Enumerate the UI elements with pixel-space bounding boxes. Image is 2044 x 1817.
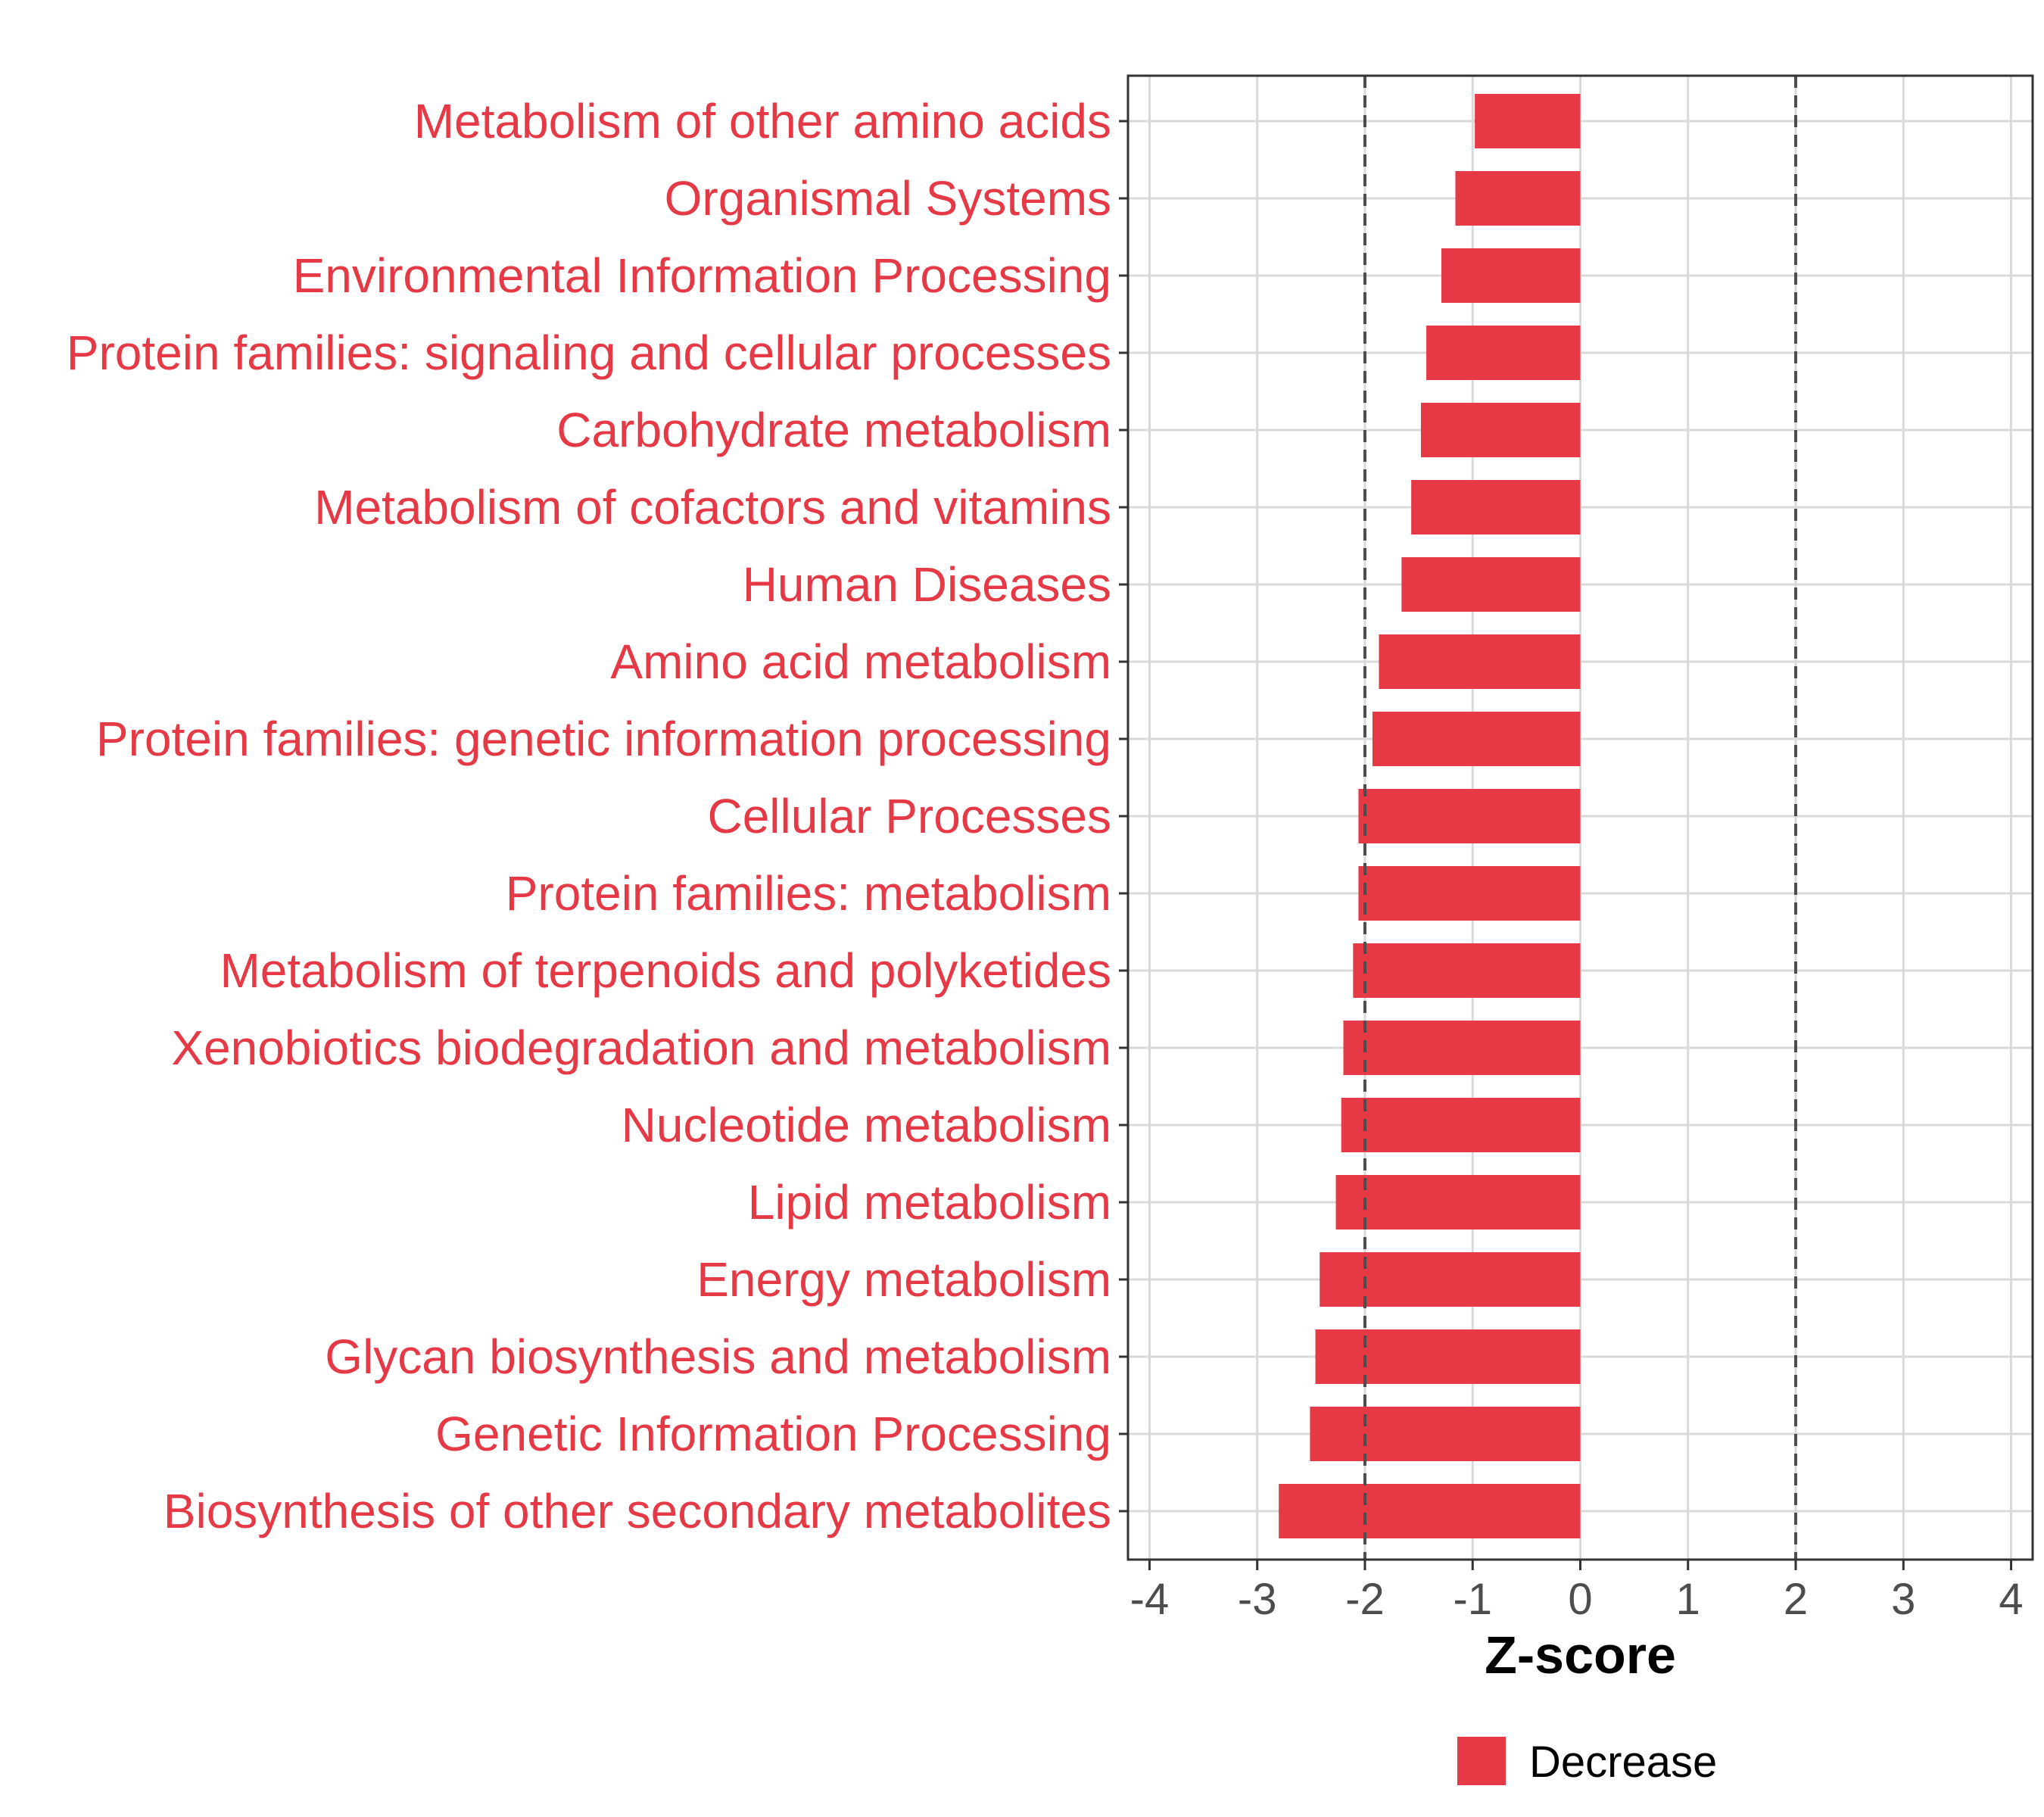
x-tick-label: 2 [1784, 1575, 1808, 1624]
bar [1426, 326, 1581, 380]
category-label: Energy metabolism [696, 1252, 1111, 1307]
bar [1401, 557, 1581, 612]
reference-lines [1363, 76, 1798, 1560]
bar [1358, 789, 1581, 843]
category-label: Glycan biosynthesis and metabolism [325, 1329, 1111, 1384]
legend-key-decrease [1457, 1737, 1506, 1785]
category-label: Metabolism of terpenoids and polyketides [220, 943, 1111, 998]
category-label: Environmental Information Processing [293, 248, 1111, 303]
x-tick-label: 1 [1676, 1575, 1700, 1624]
bars [1279, 94, 1581, 1538]
bar [1315, 1329, 1581, 1384]
x-axis: -4 -3 -2 -1 0 1 2 3 4 [1130, 1560, 2024, 1624]
bar [1411, 480, 1581, 535]
category-label: Nucleotide metabolism [622, 1098, 1111, 1152]
x-tick-label: -2 [1345, 1575, 1385, 1624]
x-tick-label: 0 [1568, 1575, 1592, 1624]
bar [1310, 1407, 1581, 1461]
category-label: Metabolism of cofactors and vitamins [314, 480, 1111, 535]
category-label: Genetic Information Processing [435, 1407, 1111, 1461]
bar [1335, 1175, 1581, 1230]
x-tick-label: -4 [1130, 1575, 1170, 1624]
bar [1358, 866, 1581, 921]
x-tick-label: 4 [1999, 1575, 2023, 1624]
bar [1353, 943, 1581, 998]
bar [1341, 1098, 1581, 1152]
bar [1343, 1021, 1581, 1075]
category-label: Protein families: genetic information pr… [96, 712, 1111, 766]
x-tick-label: -3 [1238, 1575, 1277, 1624]
category-label: Cellular Processes [707, 789, 1111, 843]
category-label: Human Diseases [743, 557, 1111, 612]
category-label: Metabolism of other amino acids [414, 94, 1111, 148]
bar [1475, 94, 1581, 148]
category-label: Carbohydrate metabolism [556, 403, 1111, 457]
bar [1441, 248, 1581, 303]
legend: Decrease [1457, 1737, 1717, 1787]
bar [1455, 171, 1581, 226]
category-label: Amino acid metabolism [610, 634, 1111, 689]
bar [1379, 634, 1581, 689]
bar [1372, 712, 1581, 766]
bar [1279, 1484, 1581, 1538]
category-label: Protein families: metabolism [506, 866, 1111, 921]
legend-label-decrease: Decrease [1529, 1738, 1717, 1787]
category-label: Organismal Systems [665, 171, 1111, 226]
category-label: Xenobiotics biodegradation and metabolis… [171, 1021, 1111, 1075]
x-tick-label: -1 [1453, 1575, 1492, 1624]
bar [1420, 403, 1581, 457]
x-tick-label: 3 [1891, 1575, 1915, 1624]
category-label: Protein families: signaling and cellular… [67, 326, 1111, 380]
bar [1320, 1252, 1581, 1307]
category-label: Biosynthesis of other secondary metaboli… [164, 1484, 1111, 1538]
x-axis-title: Z-score [1485, 1625, 1676, 1685]
y-axis: Metabolism of other amino acids Organisma… [67, 94, 1128, 1538]
category-label: Lipid metabolism [748, 1175, 1111, 1230]
